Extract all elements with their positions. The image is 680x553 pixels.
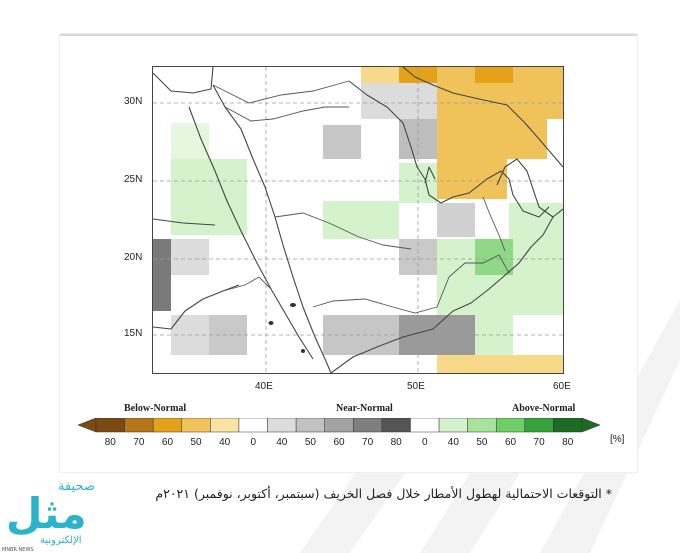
colorbar-tick-label: 50 [305,437,317,448]
colorbar-arrow-right [581,418,601,433]
colorbar-swatch [152,418,183,433]
forecast-cell [361,67,399,83]
colorbar-swatch [210,418,240,433]
colorbar-swatch [410,418,440,433]
colorbar-swatch [467,418,497,433]
lat-label-30n: 30N [124,96,143,107]
colorbar-tick-label: 80 [391,437,403,448]
island [290,303,296,307]
forecast-cell [509,203,563,239]
colorbar-swatch [438,418,468,433]
logo-text-latin: MNBR NEWS [2,547,34,553]
colorbar-tick-label: 40 [276,437,288,448]
coastline [402,67,563,168]
border [224,106,349,122]
colorbar-tick-label: 60 [162,437,174,448]
border [482,196,506,252]
colorbar-tick-label: 70 [362,437,374,448]
colorbar-tick-label: 60 [333,437,345,448]
coastline [212,84,332,373]
coastline [153,218,216,226]
logo-text-top: صحيفة [58,479,95,494]
forecast-cell [171,239,209,275]
colorbar-tick-label: 0 [250,437,256,448]
coastline [153,67,214,94]
colorbar-tick-label: 50 [476,437,488,448]
forecast-cell [513,67,563,83]
colorbar-tick-label: 40 [219,437,231,448]
forecast-cell [475,315,513,355]
forecast-cell [437,239,475,275]
border [312,298,438,314]
colorbar-swatch [95,418,125,433]
forecast-cell [437,203,475,237]
forecast-cell [475,67,513,83]
map-canvas [153,67,563,373]
lon-label-40e: 40E [255,381,273,392]
colorbar-tick-label: 80 [105,437,117,448]
colorbar-arrow-left [78,418,97,433]
border [274,212,412,250]
forecast-cell [437,275,563,315]
forecast-cell [209,315,247,355]
coastline [330,208,563,373]
colorbar-tick-label: 60 [505,437,517,448]
lon-label-60e: 60E [553,381,571,392]
newspaper-logo: صحيفة مثل الإلكترونية MNBR NEWS [2,479,95,553]
colorbar-swatch [381,418,411,433]
colorbar-swatch [267,418,297,433]
lat-label-20n: 20N [124,252,143,263]
colorbar-swatch [353,418,383,433]
colorbar-tick-label: 50 [190,437,202,448]
colorbar-swatch [324,418,354,433]
logo-text-bottom: الإلكترونية [40,535,82,546]
colorbar-swatch [238,418,268,433]
lon-label-50e: 50E [407,381,425,392]
island [301,349,305,353]
colorbar-unit: [%] [610,434,625,445]
colorbar-tick-label: 40 [448,437,460,448]
below-normal-label: Below-Normal [124,403,187,414]
forecast-cell [171,159,247,199]
forecast-cell [153,239,171,311]
forecast-cell [323,125,361,159]
border [212,80,350,104]
coastline [188,106,314,360]
coastline [496,158,554,218]
coastline [348,80,550,218]
island [268,321,274,325]
forecast-cell [513,239,563,275]
colorbar-swatch [124,418,154,433]
map-caption: * التوقعات الاحتمالية لهطول الأمطار خلال… [155,486,612,501]
colorbar-swatch [495,418,526,433]
colorbar-tick-label: 70 [133,437,145,448]
forecast-cell [437,67,475,83]
colorbar-swatch [295,418,325,433]
near-normal-label: Near-Normal [336,403,393,414]
border [222,276,272,292]
forecast-cell [437,355,563,373]
lat-label-25n: 25N [124,174,143,185]
coastline [424,166,436,184]
above-normal-label: Above-Normal [512,403,576,414]
forecast-cell [437,119,547,159]
forecast-cell [171,199,247,235]
colorbar-tick-label: 80 [562,437,574,448]
colorbar-swatch [553,418,583,433]
colorbar-swatch [524,418,554,433]
colorbar-swatch [181,418,211,433]
lat-label-15n: 15N [124,328,143,339]
forecast-cell [437,83,563,119]
colorbar-tick-label: 70 [534,437,546,448]
logo-text-main: مثل [6,489,87,538]
forecast-cell [171,123,209,159]
colorbar-tick-label: 0 [422,437,428,448]
forecast-cell [437,159,507,199]
border [436,254,510,308]
forecast-cell [323,201,399,239]
probability-colorbar: 80 70 60 50 40 0 40 50 60 70 80 0 40 50 60 70 80 [78,418,601,448]
precipitation-forecast-map [152,66,564,374]
